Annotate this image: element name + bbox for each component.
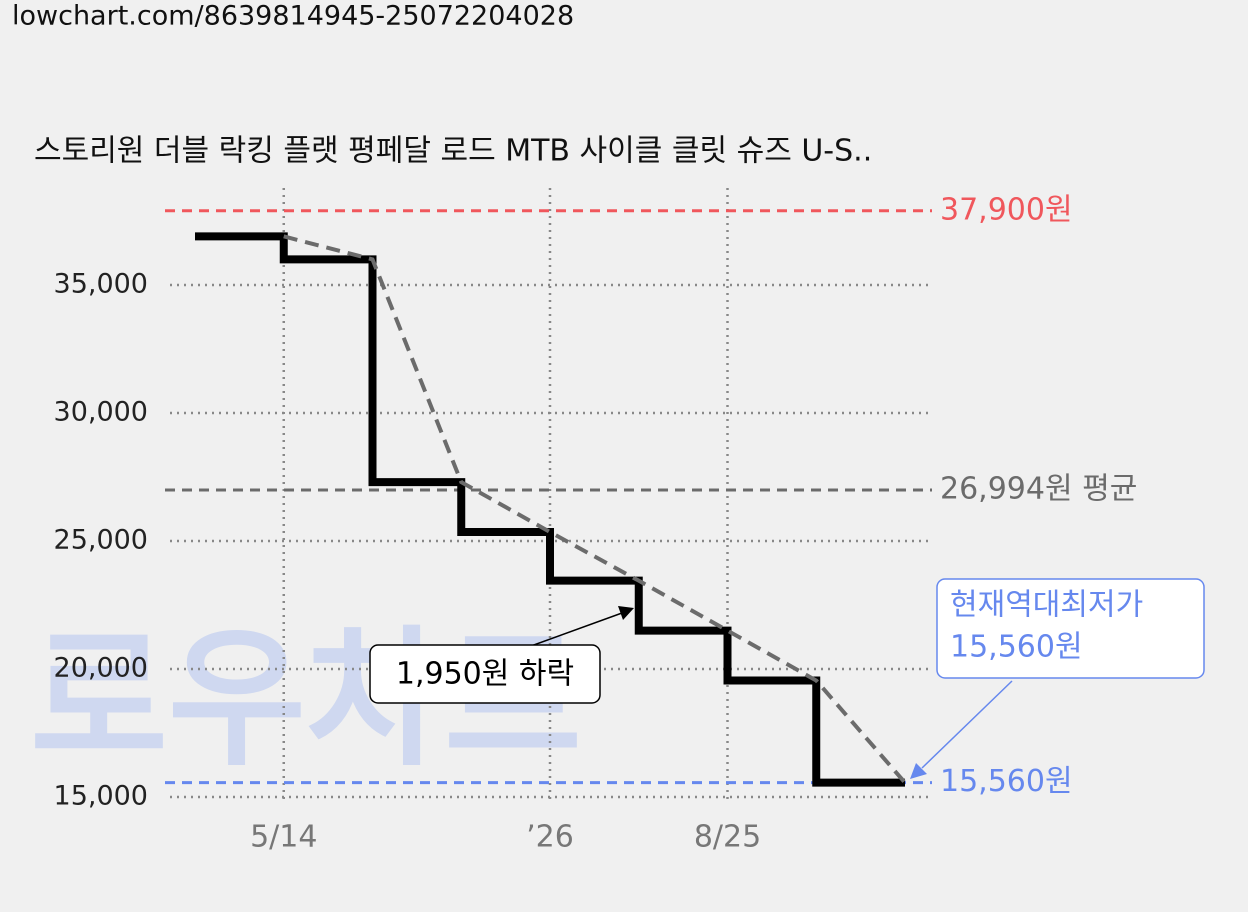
- callout-text: 15,560원: [950, 630, 1083, 665]
- y-tick-label: 15,000: [54, 781, 148, 812]
- y-tick-label: 35,000: [54, 269, 148, 300]
- chart-title: 스토리원 더블 락킹 플랫 평페달 로드 MTB 사이클 클릿 슈즈 U-S..: [34, 134, 872, 169]
- reference-label: 37,900원: [940, 192, 1073, 227]
- annotation-box: [369, 644, 601, 704]
- annotation-text: 1,950원 하락: [396, 657, 574, 692]
- x-tick-label: ’26: [526, 820, 574, 855]
- x-tick-label: 8/25: [694, 820, 761, 855]
- reference-label: 15,560원: [940, 764, 1073, 799]
- arrowhead: [910, 763, 927, 779]
- arrowhead: [618, 606, 634, 620]
- y-tick-label: 30,000: [54, 397, 148, 428]
- x-tick-label: 5/14: [250, 820, 317, 855]
- callout-box: [936, 578, 1205, 679]
- annotation-arrow: [519, 612, 623, 651]
- callout-arrow: [921, 680, 1013, 769]
- callout-text: 현재역대최저가: [950, 588, 1143, 623]
- y-tick-label: 20,000: [54, 653, 148, 684]
- reference-label: 26,994원 평균: [940, 471, 1137, 506]
- url: lowchart.com/8639814945-25072204028: [12, 1, 574, 32]
- step-line: [195, 232, 905, 787]
- y-tick-label: 25,000: [54, 525, 148, 556]
